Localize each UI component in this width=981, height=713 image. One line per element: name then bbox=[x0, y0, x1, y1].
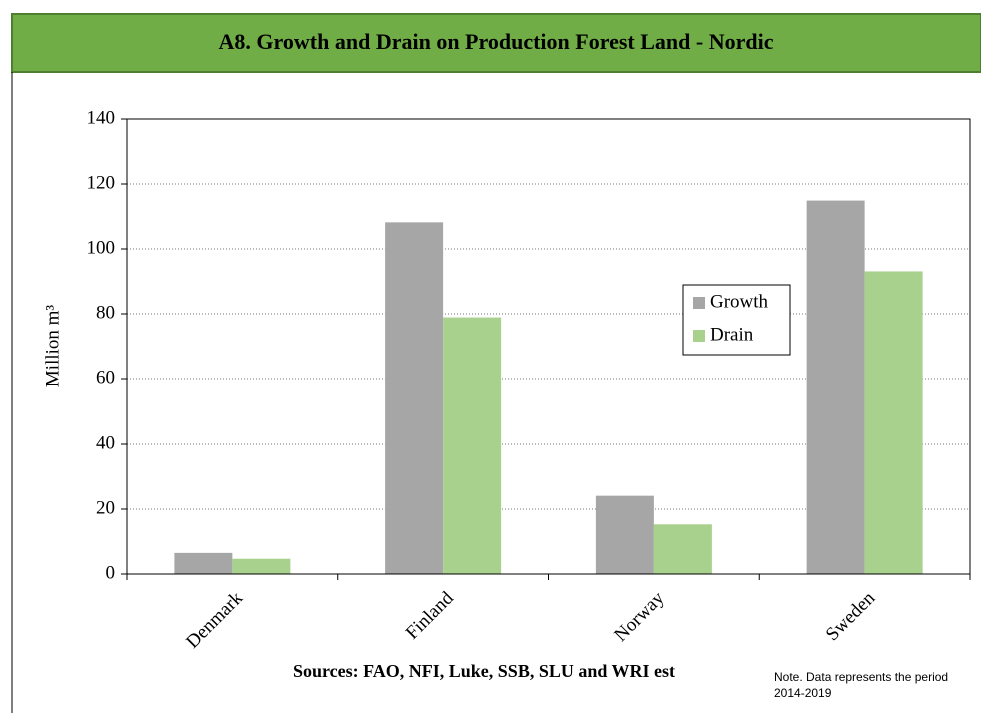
bar bbox=[443, 317, 502, 574]
bar bbox=[385, 222, 444, 574]
bar bbox=[595, 495, 654, 574]
legend-box bbox=[682, 284, 791, 356]
x-tick-label: Norway bbox=[610, 587, 668, 645]
bar bbox=[653, 524, 712, 574]
y-tick-label: 80 bbox=[96, 302, 115, 323]
x-tick-label: Denmark bbox=[182, 587, 247, 652]
bar bbox=[806, 200, 865, 574]
x-tick-label: Sweden bbox=[822, 587, 880, 645]
bar bbox=[232, 558, 291, 574]
legend-swatch bbox=[693, 297, 705, 309]
header-bar bbox=[11, 13, 981, 73]
y-tick-label: 140 bbox=[87, 107, 116, 128]
y-tick-label: 60 bbox=[96, 367, 115, 388]
note: Note. Data represents the period 2014-20… bbox=[774, 670, 949, 700]
chart-title: A8. Growth and Drain on Production Fores… bbox=[219, 29, 774, 54]
y-axis-label: Million m³ bbox=[42, 305, 63, 388]
y-tick-label: 40 bbox=[96, 432, 115, 453]
bar bbox=[864, 271, 923, 574]
y-tick-label: 0 bbox=[106, 562, 116, 583]
source: Sources: FAO, NFI, Luke, SSB, SLU and WR… bbox=[293, 661, 675, 681]
legend-label: Drain bbox=[710, 324, 754, 345]
y-tick-label: 100 bbox=[87, 237, 116, 258]
y-tick-label: 120 bbox=[87, 172, 116, 193]
bar bbox=[174, 552, 233, 574]
y-tick-label: 20 bbox=[96, 497, 115, 518]
x-tick-label: Finland bbox=[402, 587, 458, 643]
legend-label: Growth bbox=[710, 291, 769, 312]
legend-swatch bbox=[693, 330, 705, 342]
